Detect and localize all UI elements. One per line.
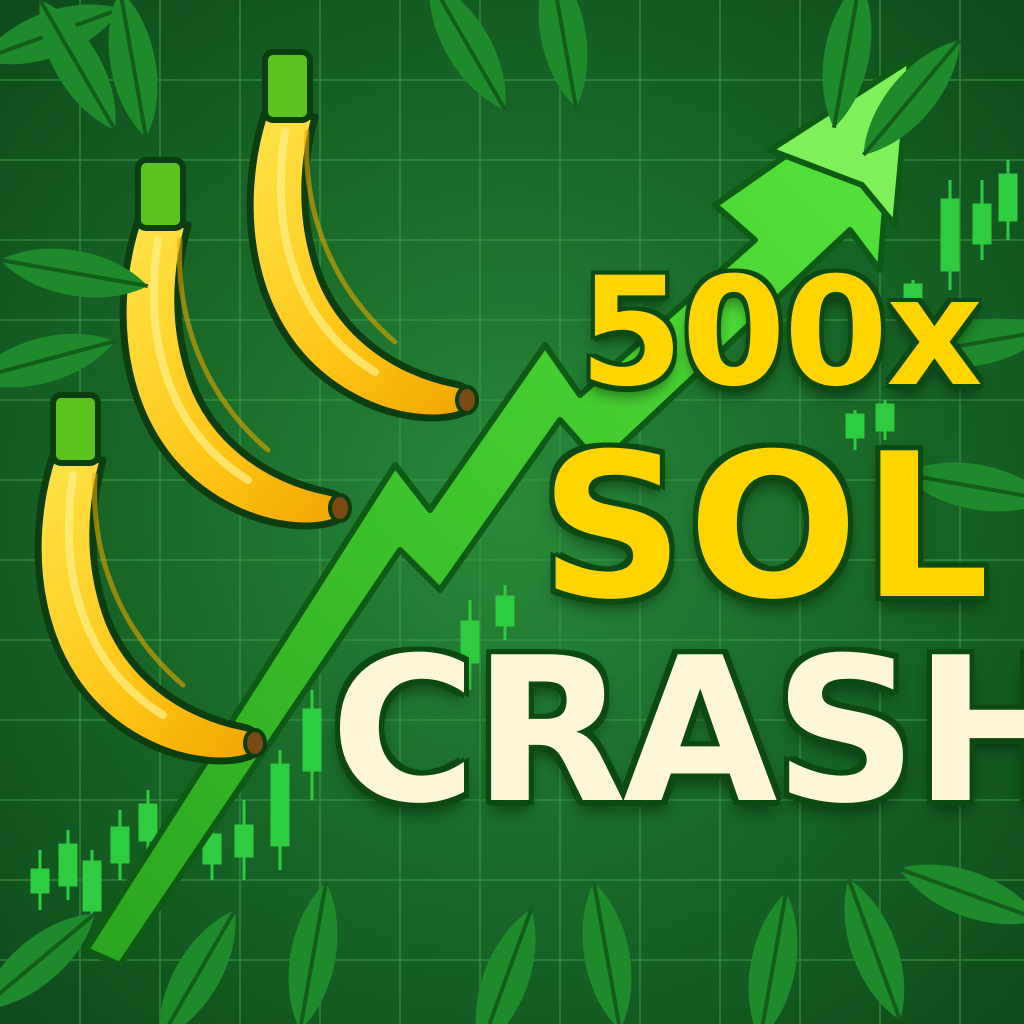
arrow-up-icon [83, 57, 913, 968]
token-text: SOL [540, 411, 994, 644]
multiplier-text: 500x [579, 246, 983, 420]
candlestick-icon [30, 160, 1018, 920]
game-title-text: CRASH [330, 615, 1024, 848]
banana-icon [250, 52, 477, 418]
